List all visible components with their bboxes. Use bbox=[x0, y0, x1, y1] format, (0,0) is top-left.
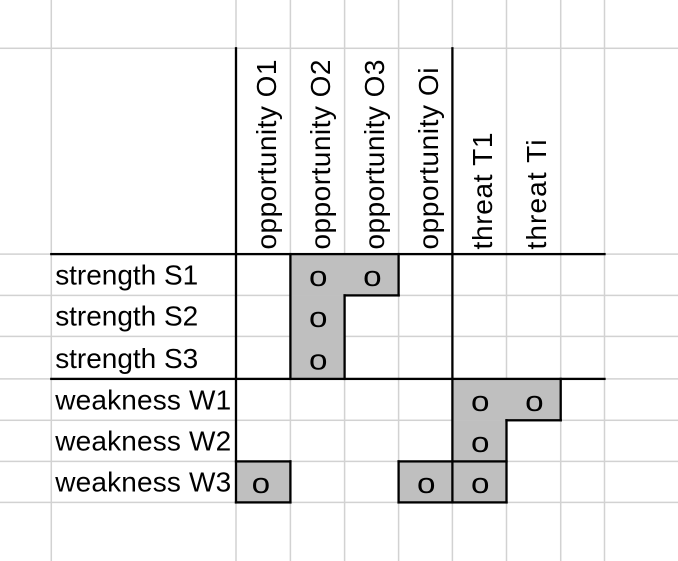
svg-text:opportunity O1: opportunity O1 bbox=[251, 60, 282, 250]
svg-text:opportunity O2: opportunity O2 bbox=[305, 60, 336, 250]
svg-text:strength S1: strength S1 bbox=[55, 259, 198, 290]
svg-text:o: o bbox=[309, 261, 328, 293]
svg-text:o: o bbox=[525, 386, 544, 418]
svg-text:weakness W1: weakness W1 bbox=[54, 384, 231, 415]
svg-text:o: o bbox=[471, 386, 490, 418]
svg-text:o: o bbox=[363, 261, 382, 293]
svg-text:opportunity O3: opportunity O3 bbox=[359, 60, 390, 250]
svg-text:strength S2: strength S2 bbox=[55, 300, 198, 331]
svg-text:o: o bbox=[309, 344, 328, 376]
svg-text:o: o bbox=[417, 468, 436, 500]
svg-text:threat Ti: threat Ti bbox=[521, 140, 552, 250]
svg-text:weakness W2: weakness W2 bbox=[54, 425, 231, 456]
svg-text:opportunity Oi: opportunity Oi bbox=[413, 67, 444, 249]
svg-text:o: o bbox=[471, 468, 490, 500]
svg-text:weakness W3: weakness W3 bbox=[54, 466, 231, 497]
svg-text:threat T1: threat T1 bbox=[467, 133, 498, 250]
svg-text:strength S3: strength S3 bbox=[55, 343, 198, 374]
svg-text:o: o bbox=[252, 468, 271, 500]
svg-text:o: o bbox=[471, 427, 490, 459]
svg-text:o: o bbox=[309, 302, 328, 334]
